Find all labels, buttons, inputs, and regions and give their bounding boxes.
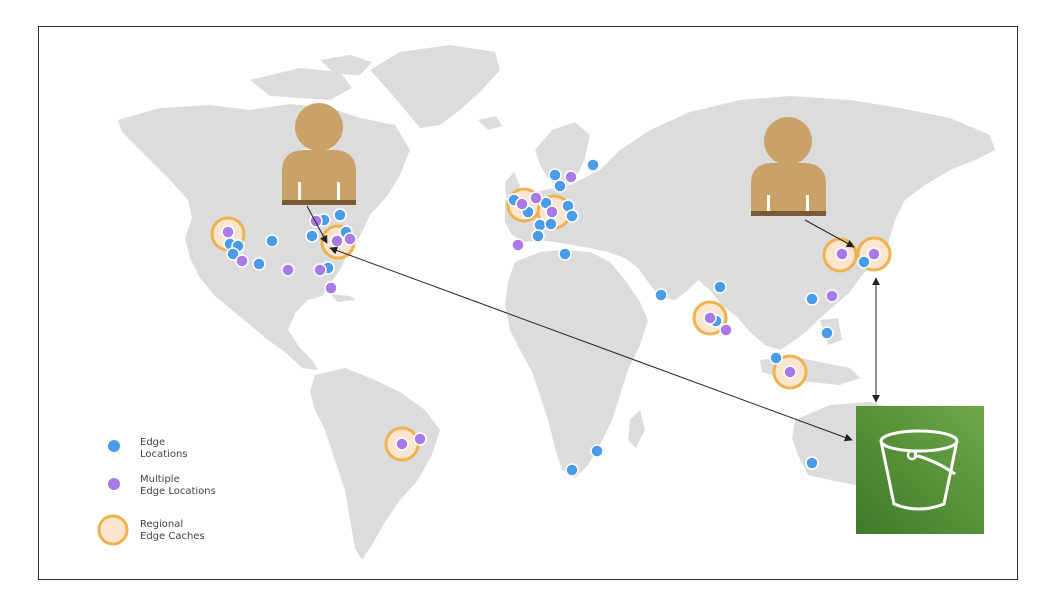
multiple-edge-location bbox=[867, 247, 881, 261]
legend-multiple-line1: Multiple bbox=[140, 474, 180, 485]
edge-location bbox=[805, 456, 819, 470]
edge-location bbox=[548, 168, 562, 182]
multiple-edge-location bbox=[703, 311, 717, 325]
edge-location bbox=[805, 292, 819, 306]
edge-location bbox=[586, 158, 600, 172]
multiple-edge-location bbox=[835, 247, 849, 261]
multiple-edge-location bbox=[281, 263, 295, 277]
multiple-edge-location bbox=[330, 234, 344, 248]
legend-edge-line1: Edge bbox=[140, 437, 166, 448]
edge-location bbox=[544, 217, 558, 231]
north-america bbox=[118, 104, 410, 370]
edge-location bbox=[226, 247, 240, 261]
edge-location bbox=[305, 229, 319, 243]
africa bbox=[505, 250, 648, 478]
user-silhouette-icon bbox=[751, 117, 826, 216]
legend-edge-marker bbox=[108, 440, 120, 452]
multiple-edge-location bbox=[783, 365, 797, 379]
edge-location bbox=[590, 444, 604, 458]
legend-multiple-marker bbox=[108, 478, 120, 490]
legend bbox=[97, 440, 129, 546]
legend-regional-marker bbox=[97, 514, 129, 546]
s3-bucket-icon bbox=[856, 406, 984, 534]
eurasia bbox=[505, 96, 995, 350]
multiple-edge-location bbox=[309, 214, 323, 228]
edge-location bbox=[553, 179, 567, 193]
multiple-edge-location bbox=[324, 281, 338, 295]
edge-location bbox=[654, 288, 668, 302]
edge-location bbox=[265, 234, 279, 248]
legend-regional-label: Regional Edge Caches bbox=[140, 519, 205, 543]
multiple-edge-location bbox=[564, 170, 578, 184]
multiple-edge-location bbox=[825, 289, 839, 303]
legend-multiple-line2: Edge Locations bbox=[140, 486, 216, 497]
multiple-edge-location bbox=[235, 254, 249, 268]
connection-arrows bbox=[306, 205, 880, 442]
multiple-edge-location bbox=[515, 197, 529, 211]
multiple-edge-location bbox=[545, 205, 559, 219]
user-silhouette-icon bbox=[282, 103, 356, 205]
edge-location bbox=[565, 463, 579, 477]
multiple-edge-location bbox=[413, 432, 427, 446]
multiple-edge-location bbox=[719, 323, 733, 337]
south-america bbox=[310, 368, 440, 560]
arrow-user2-to-cache bbox=[804, 219, 855, 248]
edge-location bbox=[252, 257, 266, 271]
multiple-edge-location bbox=[343, 232, 357, 246]
greenland bbox=[370, 45, 500, 128]
edge-location bbox=[558, 247, 572, 261]
edge-location bbox=[820, 326, 834, 340]
edge-location bbox=[531, 229, 545, 243]
arctic-islands bbox=[250, 68, 352, 100]
legend-edge-line2: Locations bbox=[140, 449, 188, 460]
arrow-user-to-edge bbox=[306, 205, 328, 244]
multiple-edge-location bbox=[221, 225, 235, 239]
multiple-edge-location bbox=[529, 191, 543, 205]
edge-location bbox=[857, 255, 871, 269]
legend-multiple-label: Multiple Edge Locations bbox=[140, 474, 216, 498]
edge-location bbox=[533, 218, 547, 232]
edge-location bbox=[333, 208, 347, 222]
multiple-edge-location bbox=[395, 437, 409, 451]
legend-regional-line1: Regional bbox=[140, 519, 184, 530]
legend-edge-label: Edge Locations bbox=[140, 437, 188, 461]
multiple-edge-location bbox=[511, 238, 525, 252]
edge-location bbox=[565, 209, 579, 223]
edge-location bbox=[769, 351, 783, 365]
legend-regional-line2: Edge Caches bbox=[140, 531, 205, 542]
edge-location bbox=[713, 280, 727, 294]
arrow-edge-to-bucket bbox=[329, 246, 853, 442]
multiple-edge-location bbox=[313, 263, 327, 277]
